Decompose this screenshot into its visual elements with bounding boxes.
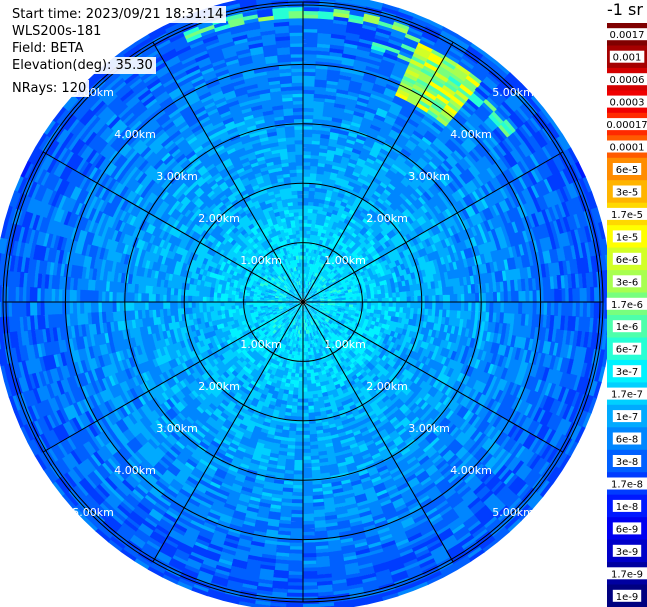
ring-label: 2.00km: [366, 212, 408, 225]
colorbar-label: 6e-8: [616, 435, 639, 446]
colorbar-label-bg: [612, 410, 642, 423]
colorbar-label-bg: [612, 275, 642, 288]
colorbar-label: 1e-5: [616, 232, 639, 243]
ring-label: 5.00km: [492, 86, 534, 99]
colorbar: 0.0017 0.001 0.0006 0.0003 0.00017 0.0001 6e-5…: [603, 23, 647, 607]
colorbar-label: 1e-9: [616, 592, 639, 603]
ring-label: 4.00km: [114, 128, 156, 141]
colorbar-label-bg: [606, 567, 647, 580]
instrument-name: WLS200s-181: [12, 23, 105, 40]
colorbar-label-bg: [606, 387, 647, 400]
colorbar-label: 0.0017: [610, 30, 645, 41]
colorbar-label: 1.7e-7: [611, 390, 643, 401]
ring-label: 3.00km: [408, 422, 450, 435]
colorbar-label-bg: [612, 342, 642, 355]
colorbar-label: 3e-5: [616, 188, 639, 199]
ring-label: 2.00km: [198, 380, 240, 393]
ring-label: 1.00km: [240, 254, 282, 267]
colorbar-label: 3e-7: [616, 367, 639, 378]
ring-label: 4.00km: [114, 464, 156, 477]
colorbar-label-bg: [612, 365, 642, 378]
colorbar-label-bg: [612, 455, 642, 467]
colorbar-label: 6e-5: [616, 165, 639, 176]
colorbar-label-bg: [612, 522, 642, 535]
cell-group: [395, 42, 481, 116]
nrays: NRays: 120: [12, 80, 90, 97]
cell-group: [396, 45, 471, 119]
colorbar-label-bg: [606, 28, 647, 41]
start-time: Start time: 2023/09/21 18:31:14: [12, 6, 227, 23]
colorbar-label-bg: [612, 432, 642, 445]
ring-label: 1.00km: [324, 254, 366, 267]
info-panel: Start time: 2023/09/21 18:31:14 WLS200s-…: [12, 6, 227, 97]
radial-spoke: [152, 41, 304, 303]
ring-label: 1.00km: [324, 338, 366, 351]
radial-spoke: [302, 151, 564, 303]
polar-grid: [2, 1, 604, 603]
colorbar-label-bg: [612, 185, 642, 198]
ring-label: 4.00km: [450, 128, 492, 141]
colorbar-label: 0.0003: [610, 98, 645, 109]
ring-label: 3.00km: [156, 422, 198, 435]
colorbar-label: 0.00017: [606, 120, 647, 131]
colorbar-label-bg: [612, 544, 642, 557]
radial-spoke: [152, 301, 304, 563]
ring-label: 5.00km: [492, 506, 534, 519]
colorbar-label: 0.0001: [610, 143, 645, 154]
colorbar-label-bg: [612, 499, 642, 512]
colorbar-label-bg: [606, 73, 647, 86]
cell-group: [0, 0, 611, 607]
colorbar-label-bg: [606, 297, 647, 310]
colorbar-label: 1.7e-5: [611, 210, 643, 221]
elevation: Elevation(deg): 35.30: [12, 57, 156, 74]
ring-label: 3.00km: [156, 170, 198, 183]
field-name: Field: BETA: [12, 40, 87, 57]
colorbar-label-bg: [612, 163, 642, 175]
colorbar-label: 6e-7: [616, 345, 639, 356]
cell-group: [184, 8, 511, 138]
colorbar-label: 6e-9: [616, 524, 639, 535]
colorbar-label-bg: [603, 118, 647, 131]
radial-spoke: [42, 151, 304, 303]
ring-label: 2.00km: [366, 380, 408, 393]
radial-spoke: [302, 301, 454, 563]
colorbar-label-bg: [606, 95, 647, 108]
colorbar-label: 6e-6: [616, 255, 639, 266]
colorbar-unit: -1 sr: [607, 0, 643, 19]
ring-label: 4.00km: [450, 464, 492, 477]
ring-labels: 1.00km 1.00km 1.00km 1.00km 2.00km 2.00km 2.00…: [72, 86, 534, 519]
colorbar-label-bg: [606, 140, 647, 153]
cell-group: [258, 12, 469, 127]
cell-group: [29, 28, 573, 566]
colorbar-label-bg: [606, 207, 647, 220]
colorbar-label: 1.7e-8: [611, 480, 643, 491]
colorbar-label: 3e-8: [616, 457, 639, 468]
colorbar-label: 3e-6: [616, 277, 639, 288]
ring-label: 3.00km: [408, 170, 450, 183]
radial-spoke: [302, 41, 454, 303]
colorbar-label: 0.001: [613, 53, 642, 64]
ring-label: 5.00km: [72, 506, 114, 519]
colorbar-label: 1e-7: [616, 412, 639, 423]
radial-spoke: [302, 301, 564, 453]
ring-label: 2.00km: [198, 212, 240, 225]
colorbar-label: 1.7e-6: [611, 300, 643, 311]
colorbar-label-bg: [609, 50, 645, 63]
colorbar-label-bg: [612, 589, 642, 602]
colorbar-label-bg: [612, 230, 642, 243]
colorbar-label: 0.0006: [610, 75, 645, 86]
colorbar-label-bg: [606, 477, 647, 490]
colorbar-label: 1e-8: [616, 502, 639, 513]
radial-spoke: [42, 301, 304, 453]
colorbar-label-bg: [612, 320, 642, 333]
colorbar-label: 3e-9: [616, 547, 639, 558]
colorbar-label: 1.7e-9: [611, 569, 643, 580]
ring-label: 1.00km: [240, 338, 282, 351]
colorbar-label-bg: [612, 252, 642, 265]
colorbar-label: 1e-6: [616, 322, 639, 333]
